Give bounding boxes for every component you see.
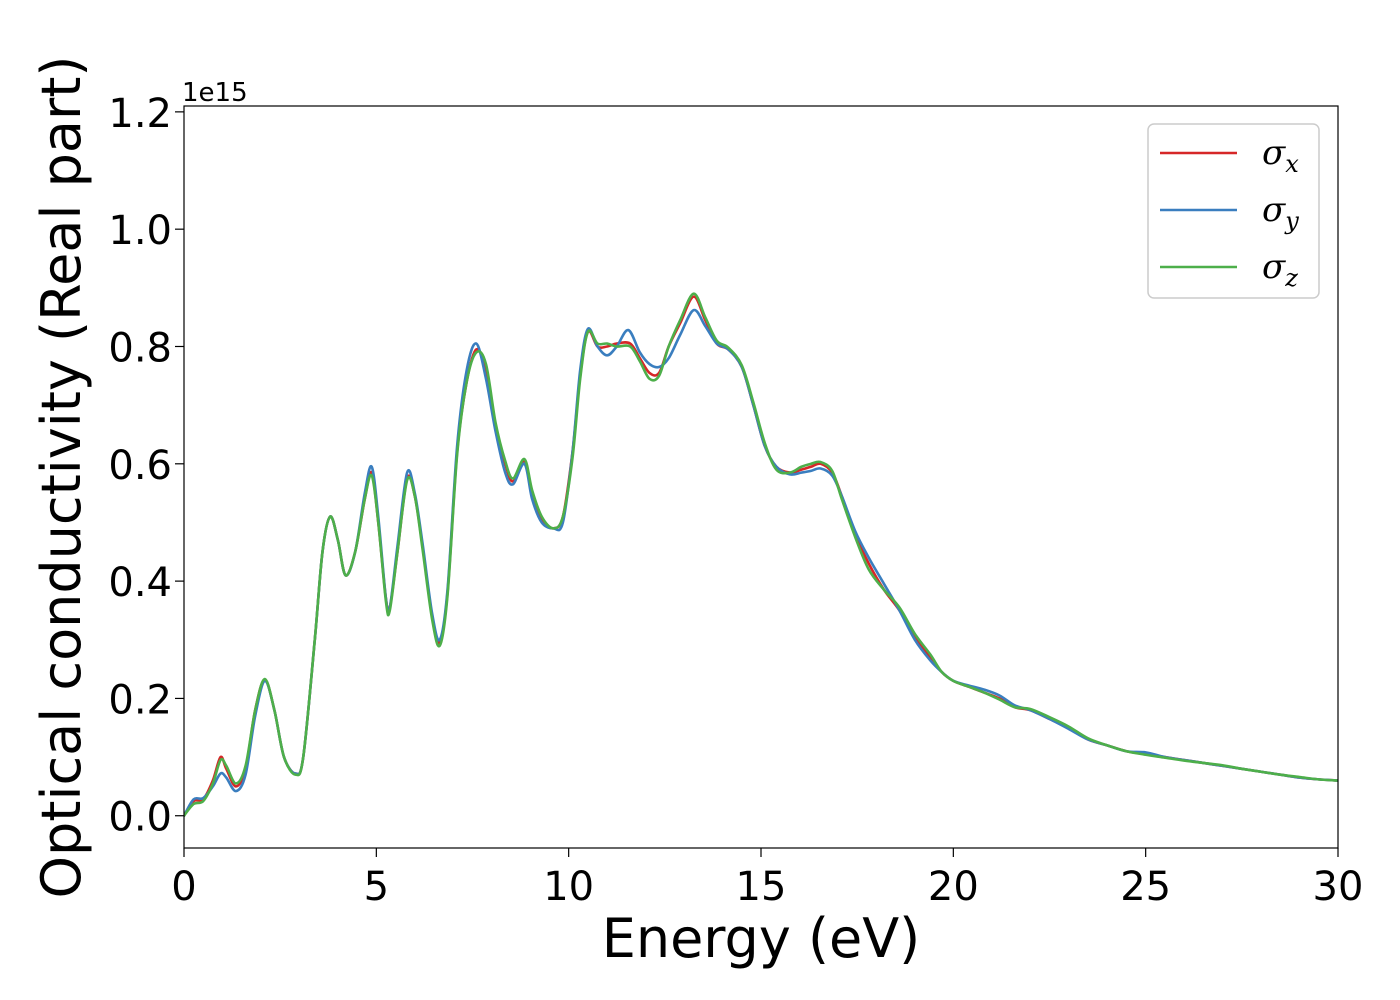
legend-label-x: σx: [1262, 133, 1299, 178]
legend-symbol: σ: [1262, 190, 1286, 230]
legend-subscript: x: [1285, 150, 1299, 178]
legend-label-z: σz: [1262, 247, 1298, 292]
x-tick-label: 15: [736, 864, 787, 910]
x-tick-label: 25: [1120, 864, 1171, 910]
y-offset-label: 1e15: [182, 78, 248, 108]
y-tick-label: 1.0: [108, 208, 172, 254]
x-axis-label: Energy (eV): [602, 907, 921, 970]
series-line-y: [184, 308, 1338, 818]
y-tick-label: 0.2: [108, 677, 172, 723]
series-line-x: [184, 295, 1338, 818]
legend-subscript: z: [1284, 264, 1298, 292]
plot-frame: [183, 105, 1339, 849]
legend-symbol: σ: [1262, 247, 1286, 287]
y-tick-label: 0.0: [108, 795, 172, 841]
series-line-z: [184, 292, 1338, 818]
legend-label-y: σy: [1262, 190, 1299, 235]
y-tick-label: 0.6: [108, 443, 172, 489]
legend-subscript: y: [1284, 207, 1299, 235]
legend-symbol: σ: [1262, 133, 1286, 173]
x-tick-label: 10: [543, 864, 594, 910]
x-tick-label: 0: [171, 864, 196, 910]
y-axis-label: Optical conductivity (Real part): [30, 56, 93, 899]
tick-layer: 0 5 10 15 20 25 30 0.0 0.2 0.4 0.6 0.8 1.0 1.2: [108, 91, 1363, 910]
y-tick-label: 0.8: [108, 325, 172, 371]
y-tick-label: 1.2: [108, 91, 172, 137]
plot-area: [184, 292, 1338, 818]
x-tick-label: 5: [364, 864, 389, 910]
x-tick-label: 30: [1313, 864, 1364, 910]
x-tick-label: 20: [928, 864, 979, 910]
y-tick-label: 0.4: [108, 560, 172, 606]
